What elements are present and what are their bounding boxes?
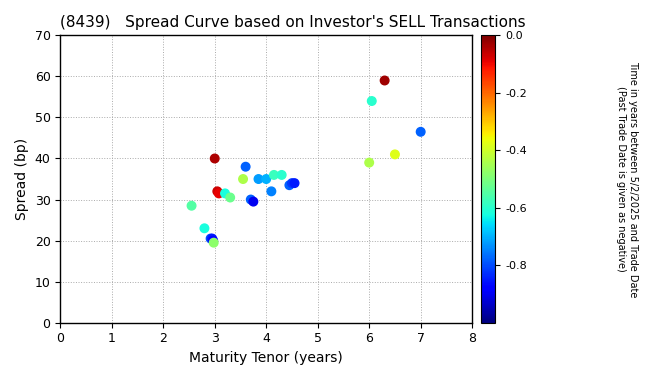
Point — [380, 78, 390, 84]
Point — [284, 182, 294, 188]
Point — [246, 196, 256, 203]
Point — [209, 240, 219, 246]
Point — [225, 195, 235, 201]
Point — [209, 155, 220, 162]
X-axis label: Maturity Tenor (years): Maturity Tenor (years) — [189, 351, 343, 365]
Text: (8439)   Spread Curve based on Investor's SELL Transactions: (8439) Spread Curve based on Investor's … — [60, 15, 526, 30]
Point — [248, 199, 259, 205]
Y-axis label: Time in years between 5/2/2025 and Trade Date
(Past Trade Date is given as negat: Time in years between 5/2/2025 and Trade… — [616, 61, 638, 297]
Point — [261, 176, 272, 182]
Point — [276, 172, 287, 178]
Point — [200, 225, 210, 231]
Point — [214, 190, 224, 196]
Point — [254, 176, 264, 182]
Point — [187, 203, 197, 209]
Point — [207, 236, 217, 242]
Point — [212, 188, 222, 195]
Point — [238, 176, 248, 182]
Point — [415, 129, 426, 135]
Point — [220, 190, 230, 196]
Point — [205, 236, 216, 242]
Point — [240, 164, 251, 170]
Point — [289, 180, 300, 186]
Point — [208, 238, 218, 244]
Y-axis label: Spread (bp): Spread (bp) — [15, 138, 29, 220]
Point — [390, 151, 400, 157]
Point — [367, 98, 377, 104]
Point — [266, 188, 276, 195]
Point — [364, 160, 374, 166]
Point — [287, 180, 297, 186]
Point — [268, 172, 279, 178]
